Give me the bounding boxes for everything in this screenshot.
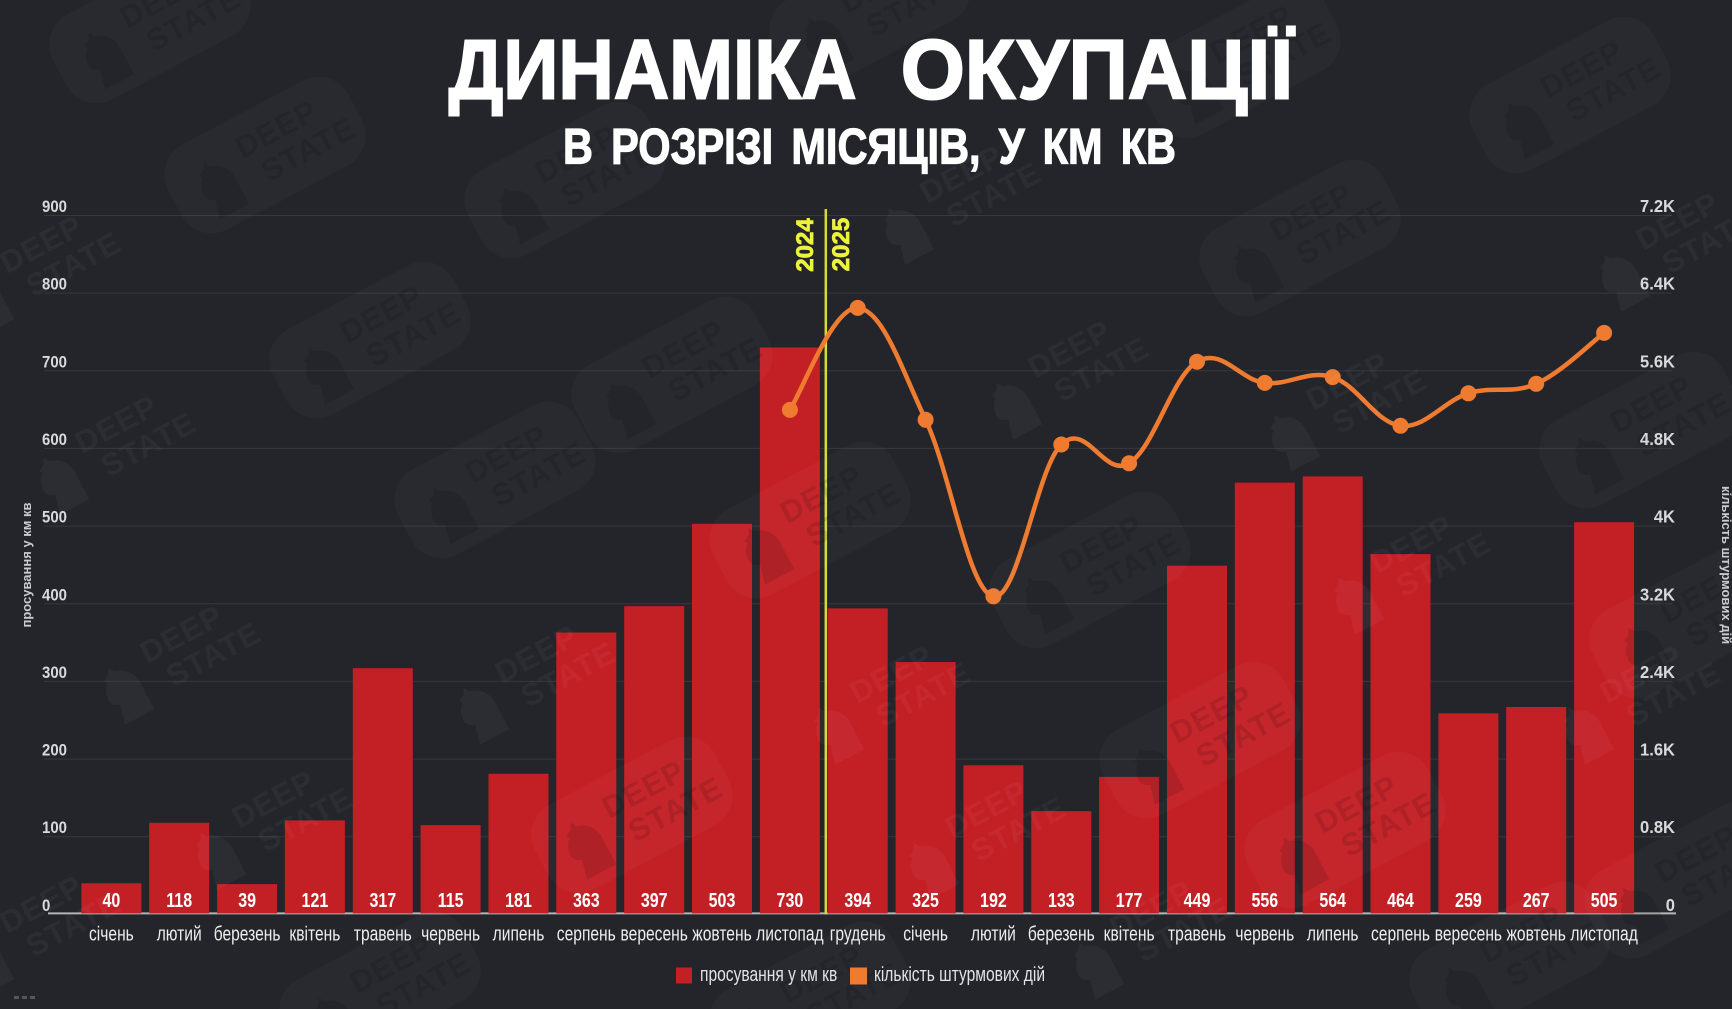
svg-text:В РОЗРІЗІ МІСЯЦІВ, У КМ КВ: В РОЗРІЗІ МІСЯЦІВ, У КМ КВ: [563, 119, 1176, 175]
svg-text:267: 267: [1523, 889, 1550, 911]
svg-text:2025: 2025: [828, 218, 855, 271]
svg-text:ДИНАМІКА: ДИНАМІКА: [449, 23, 857, 117]
svg-text:394: 394: [844, 889, 871, 911]
svg-text:кількість штурмових дій: кількість штурмових дій: [1719, 486, 1732, 644]
svg-text:363: 363: [573, 889, 600, 911]
svg-text:118: 118: [166, 889, 192, 911]
svg-text:464: 464: [1387, 889, 1414, 911]
svg-text:грудень: грудень: [830, 923, 886, 945]
svg-text:ОКУПАЦІЇ: ОКУПАЦІЇ: [901, 23, 1295, 117]
svg-text:липень: липень: [1307, 923, 1359, 945]
svg-text:181: 181: [505, 889, 532, 911]
svg-text:40: 40: [102, 889, 120, 911]
svg-text:березень: березень: [1028, 923, 1095, 945]
svg-text:жовтень: жовтень: [1506, 923, 1565, 945]
svg-text:листопад: листопад: [1570, 923, 1638, 945]
svg-text:115: 115: [438, 889, 464, 911]
svg-text:400: 400: [42, 586, 67, 604]
svg-text:317: 317: [369, 889, 396, 911]
svg-text:7.2K: 7.2K: [1640, 195, 1675, 216]
svg-text:325: 325: [912, 889, 939, 911]
svg-text:0: 0: [1666, 894, 1675, 915]
svg-text:900: 900: [42, 198, 67, 216]
svg-text:505: 505: [1591, 889, 1618, 911]
svg-text:січень: січень: [89, 923, 134, 945]
svg-text:0: 0: [42, 897, 50, 915]
svg-text:449: 449: [1184, 889, 1211, 911]
svg-text:0.8K: 0.8K: [1640, 817, 1675, 838]
svg-text:серпень: серпень: [1371, 923, 1430, 945]
svg-text:червень: червень: [1235, 923, 1294, 945]
svg-text:800: 800: [42, 276, 67, 294]
svg-text:6.4K: 6.4K: [1640, 273, 1675, 294]
svg-text:730: 730: [777, 889, 804, 911]
svg-text:травень: травень: [1168, 923, 1226, 945]
svg-text:4K: 4K: [1654, 506, 1676, 527]
svg-text:39: 39: [238, 889, 256, 911]
svg-text:лютий: лютий: [157, 923, 202, 945]
svg-text:500: 500: [42, 509, 67, 527]
svg-text:квітень: квітень: [289, 923, 340, 945]
svg-text:564: 564: [1319, 889, 1346, 911]
svg-text:вересень: вересень: [1435, 923, 1502, 945]
svg-text:177: 177: [1116, 889, 1143, 911]
svg-text:червень: червень: [421, 923, 480, 945]
svg-text:жовтень: жовтень: [692, 923, 751, 945]
svg-text:700: 700: [42, 353, 67, 371]
svg-text:300: 300: [42, 664, 67, 682]
svg-text:5.6K: 5.6K: [1640, 351, 1675, 372]
svg-text:листопад: листопад: [756, 923, 824, 945]
svg-text:1.6K: 1.6K: [1640, 739, 1675, 760]
svg-text:липень: липень: [493, 923, 545, 945]
svg-text:2.4K: 2.4K: [1640, 661, 1675, 682]
svg-text:100: 100: [42, 819, 67, 837]
svg-text:вересень: вересень: [621, 923, 688, 945]
svg-text:просування у км кв: просування у км кв: [700, 963, 837, 985]
svg-text:2024: 2024: [792, 218, 819, 272]
svg-text:лютий: лютий: [971, 923, 1016, 945]
svg-text:121: 121: [302, 889, 329, 911]
svg-text:4.8K: 4.8K: [1640, 428, 1675, 449]
svg-text:травень: травень: [354, 923, 412, 945]
svg-text:600: 600: [42, 431, 67, 449]
svg-text:січень: січень: [903, 923, 948, 945]
svg-text:квітень: квітень: [1104, 923, 1155, 945]
svg-text:кількість штурмових дій: кількість штурмових дій: [874, 963, 1045, 985]
svg-text:3.2K: 3.2K: [1640, 584, 1675, 605]
svg-text:просування у км кв: просування у км кв: [19, 502, 34, 627]
svg-text:133: 133: [1048, 889, 1075, 911]
svg-text:556: 556: [1251, 889, 1278, 911]
svg-text:серпень: серпень: [557, 923, 616, 945]
svg-text:192: 192: [980, 889, 1007, 911]
svg-text:березень: березень: [214, 923, 281, 945]
svg-text:259: 259: [1455, 889, 1482, 911]
svg-text:397: 397: [641, 889, 668, 911]
svg-text:503: 503: [709, 889, 736, 911]
svg-text:200: 200: [42, 742, 67, 760]
